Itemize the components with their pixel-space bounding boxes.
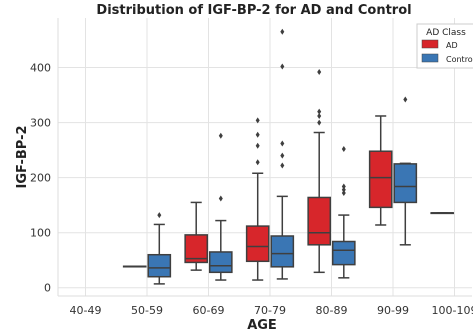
- y-tick-label: 400: [30, 62, 51, 75]
- outlier-point: [403, 96, 408, 103]
- y-tick-label: 300: [30, 117, 51, 130]
- outlier-point: [341, 146, 346, 153]
- box-body: [147, 253, 172, 278]
- legend: AD Class AD Control: [416, 23, 473, 69]
- outlier-point: [317, 68, 322, 75]
- legend-label-control: Control: [446, 55, 473, 64]
- outlier-point: [317, 119, 322, 126]
- box-body: [307, 196, 332, 246]
- x-tick-label: 80-89: [316, 304, 348, 317]
- x-tick-label: 60-69: [193, 304, 225, 317]
- outlier-point: [317, 112, 322, 119]
- outlier-point: [255, 117, 260, 124]
- box-body: [184, 234, 209, 264]
- y-axis-label: IGF-BP-2: [15, 125, 30, 188]
- box-body: [270, 235, 295, 268]
- x-tick-label: 50-59: [131, 304, 163, 317]
- box-control-80-89: [331, 146, 356, 279]
- outlier-point: [255, 142, 260, 149]
- box-layer: [122, 28, 455, 285]
- box-control-90-99: [393, 96, 418, 246]
- outlier-point: [255, 159, 260, 166]
- x-tick-label: 90-99: [377, 304, 409, 317]
- box-control-50-59: [147, 212, 172, 285]
- chart-title: Distribution of IGF-BP-2 for AD and Cont…: [96, 3, 411, 18]
- box-control-60-69: [208, 132, 233, 281]
- y-tick-label: 100: [30, 227, 51, 240]
- outlier-point: [280, 152, 285, 159]
- outlier-point: [218, 195, 223, 202]
- box-body: [208, 251, 233, 274]
- box-body: [245, 225, 270, 263]
- box-control-70-79: [270, 28, 295, 280]
- box-ad-70-79: [245, 117, 270, 281]
- outlier-point: [255, 131, 260, 138]
- outlier-point: [317, 108, 322, 115]
- x-tick-label: 70-79: [254, 304, 286, 317]
- outlier-point: [341, 190, 346, 197]
- outlier-point: [341, 186, 346, 193]
- x-tick-label: 40-49: [70, 304, 102, 317]
- outlier-point: [280, 140, 285, 147]
- outlier-point: [157, 212, 162, 219]
- outlier-point: [280, 28, 285, 35]
- legend-title: AD Class: [426, 28, 466, 38]
- box-body: [393, 163, 418, 204]
- y-tick-label: 0: [44, 282, 51, 295]
- x-axis-label: AGE: [247, 318, 277, 333]
- axis-layer: 0 100 200 300 400 40-49 50-59 60-69 70-79 80-89 90…: [30, 18, 473, 317]
- legend-swatch-control: [421, 53, 439, 63]
- outlier-point: [280, 162, 285, 169]
- box-ad-80-89: [307, 68, 332, 274]
- box-body: [331, 240, 356, 266]
- box-ad-100-109: [430, 212, 455, 215]
- box-body: [368, 150, 393, 209]
- outlier-point: [341, 183, 346, 190]
- legend-swatch-ad: [421, 39, 439, 49]
- legend-label-ad: AD: [446, 41, 458, 50]
- y-tick-label: 200: [30, 172, 51, 185]
- box-ad-60-69: [184, 201, 209, 271]
- x-tick-label: 100-109: [432, 304, 473, 317]
- outlier-point: [218, 132, 223, 139]
- box-ad-50-59: [122, 265, 147, 268]
- box-ad-90-99: [368, 115, 393, 226]
- outlier-point: [280, 63, 285, 70]
